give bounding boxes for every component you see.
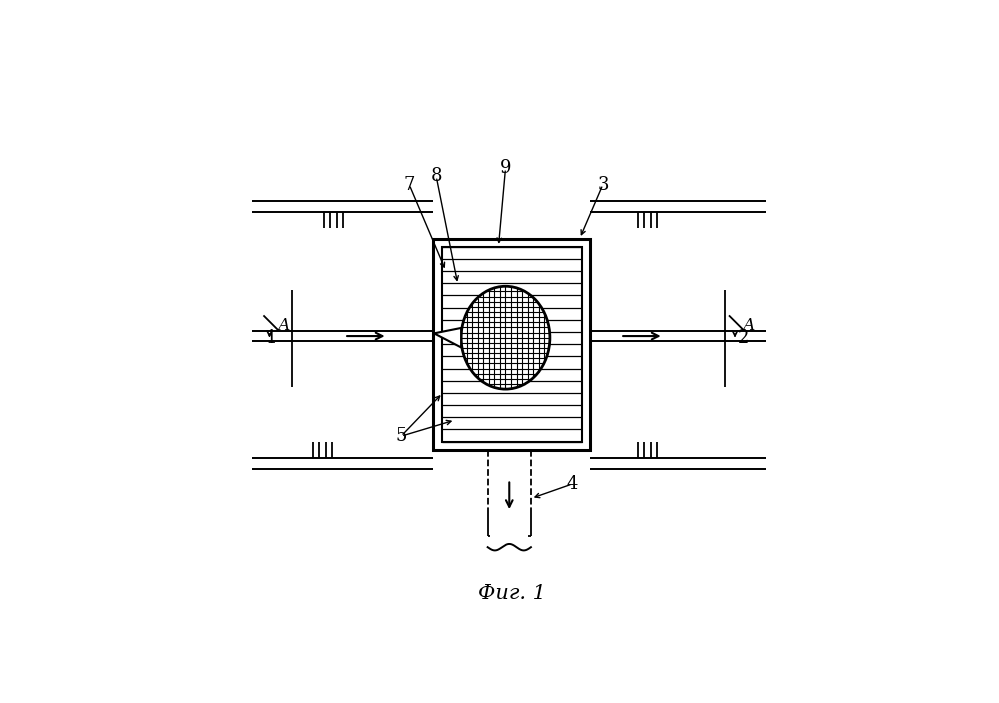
Text: 2: 2 [738,329,749,347]
Ellipse shape [462,286,549,389]
Text: 5: 5 [396,427,407,445]
Polygon shape [434,328,462,347]
Text: 4: 4 [566,475,578,493]
Text: 3: 3 [597,176,608,193]
Text: 8: 8 [431,167,442,186]
Text: 7: 7 [404,176,415,193]
Bar [442,247,582,441]
Text: А: А [278,317,291,335]
Text: А: А [743,317,756,335]
Text: 9: 9 [500,160,511,177]
Text: 1: 1 [266,329,277,347]
Text: Фиг. 1: Фиг. 1 [479,583,545,602]
Bar [434,238,590,450]
